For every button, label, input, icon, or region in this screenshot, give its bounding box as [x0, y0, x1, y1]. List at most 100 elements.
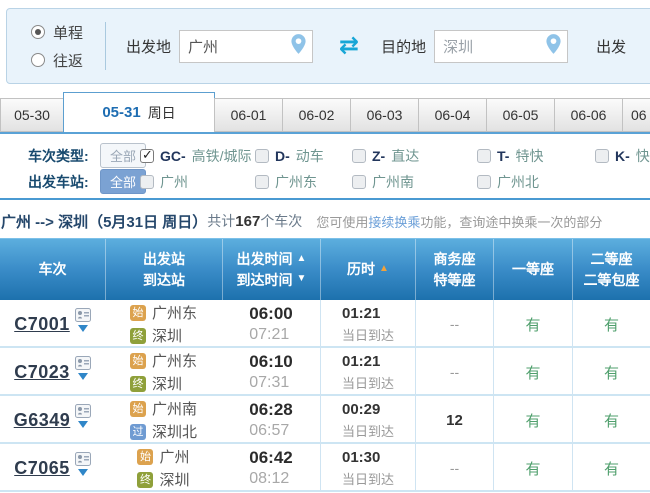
- col-duration-sort[interactable]: 历时 ▲: [320, 239, 415, 300]
- seat-info-icon[interactable]: [74, 451, 91, 466]
- sort-up-icon[interactable]: ▲: [379, 263, 389, 275]
- arrival-note: 当日到达: [341, 327, 394, 343]
- train-number-link[interactable]: C7065: [14, 457, 70, 478]
- result-summary: 广州 --> 深圳（5月31日 周日） 共计 167 个车次 您可使用接续换乘功…: [1, 212, 603, 231]
- origin-badge: 始: [129, 400, 146, 417]
- table-row: C7023 始广州东 终深圳 06:10 07:31 01:21 当日到达 -: [0, 348, 650, 396]
- departure-time: 06:10: [249, 352, 293, 371]
- business-seat-cell: 12: [415, 396, 493, 444]
- origin-station: 广州南: [151, 401, 197, 418]
- departure-time: 06:00: [249, 304, 293, 323]
- train-number-link[interactable]: C7023: [14, 361, 70, 382]
- duration-cell: 01:30 当日到达: [320, 444, 415, 492]
- col-stations: 出发站 到达站: [105, 239, 222, 300]
- time-cell: 06:28 06:57: [222, 396, 320, 444]
- arrival-note: 当日到达: [341, 471, 394, 487]
- station-cell: 始广州南 过深圳北: [105, 396, 222, 444]
- from-city-input[interactable]: 广州: [179, 29, 314, 63]
- train-number-link[interactable]: C7001: [14, 313, 70, 334]
- round-trip-radio[interactable]: [31, 53, 45, 67]
- station-cell: 始广州 终深圳: [105, 444, 222, 492]
- seat-info-icon[interactable]: [75, 403, 92, 418]
- one-way-radio[interactable]: [31, 25, 45, 39]
- expand-arrow-icon[interactable]: [77, 324, 88, 337]
- date-tab-06-04[interactable]: 06-04: [418, 98, 487, 132]
- train-cell: G6349: [0, 396, 105, 444]
- date-tab-06-01[interactable]: 06-01: [214, 98, 283, 132]
- origin-station: 广州东: [151, 353, 197, 370]
- k-checkbox[interactable]: [595, 149, 609, 163]
- filter-option-guangzhou-north[interactable]: 广州北: [477, 172, 539, 192]
- train-type-all-button[interactable]: 全部: [100, 143, 147, 168]
- d-checkbox[interactable]: [255, 149, 269, 163]
- arrival-time: 08:12: [249, 470, 290, 487]
- second-class-cell: 有: [572, 396, 650, 444]
- date-tab-05-30[interactable]: 05-30: [0, 98, 64, 132]
- to-label: 目的地: [381, 38, 427, 56]
- weekday-label: 周日: [147, 104, 176, 121]
- first-class-cell: 有: [493, 396, 572, 444]
- duration: 01:30: [341, 448, 381, 466]
- business-seat-cell: --: [415, 300, 493, 348]
- to-city-input[interactable]: 深圳: [434, 29, 569, 63]
- filter-option-z[interactable]: Z- 直达: [352, 146, 419, 166]
- filter-option-k[interactable]: K-快速: [595, 146, 650, 166]
- filter-option-d[interactable]: D- 动车: [255, 146, 324, 166]
- filter-option-gc[interactable]: GC-高铁/城际: [140, 146, 252, 166]
- expand-arrow-icon[interactable]: [78, 420, 89, 433]
- station-cell: 始广州东 终深圳: [105, 300, 222, 348]
- guangzhou-north-checkbox[interactable]: [477, 175, 491, 189]
- col-business-seat: 商务座 特等座: [415, 239, 493, 300]
- train-number-link[interactable]: G6349: [13, 409, 71, 430]
- seat-info-icon[interactable]: [74, 307, 91, 322]
- train-results-table: 车次 出发站 到达站 出发时间 ▲ 到达时间 ▼ 历时 ▲ 商务座 特等座 一等座 二…: [0, 238, 650, 492]
- transfer-link[interactable]: 接续换乘: [368, 214, 421, 230]
- col-train-number: 车次: [38, 261, 67, 278]
- destination-station: 深圳: [151, 376, 182, 393]
- sort-down-icon[interactable]: ▼: [296, 273, 307, 285]
- date-tab-06-02[interactable]: 06-02: [282, 98, 351, 132]
- expand-arrow-icon[interactable]: [77, 468, 88, 481]
- guangzhou-south-checkbox[interactable]: [352, 175, 366, 189]
- table-row: G6349 始广州南 过深圳北 06:28 06:57 00:29 当日到达: [0, 396, 650, 444]
- filter-option-guangzhou[interactable]: 广州: [140, 172, 188, 192]
- date-tab-06-06[interactable]: 06-06: [554, 98, 623, 132]
- date-tab-06-05[interactable]: 06-05: [486, 98, 555, 132]
- panel-divider: [105, 22, 107, 70]
- seat-info-icon[interactable]: [74, 355, 91, 370]
- duration-cell: 01:21 当日到达: [320, 300, 415, 348]
- departure-time: 06:42: [249, 448, 293, 467]
- col-times-sort[interactable]: 出发时间 ▲ 到达时间 ▼: [222, 239, 320, 300]
- table-row: C7001 始广州东 终深圳 06:00 07:21 01:21 当日到达 -: [0, 300, 650, 348]
- z-checkbox[interactable]: [352, 149, 366, 163]
- guangzhou-east-checkbox[interactable]: [255, 175, 269, 189]
- gc-checkbox[interactable]: [140, 147, 154, 163]
- search-panel: 单程 往返 出发地 广州 ⇄ 目的地 深圳 出发: [6, 8, 650, 84]
- one-way-radio-option[interactable]: 单程: [31, 22, 83, 43]
- origin-station: 广州东: [151, 305, 197, 322]
- guangzhou-checkbox[interactable]: [140, 175, 154, 189]
- first-class-cell: 有: [493, 348, 572, 396]
- round-trip-label: 往返: [53, 52, 84, 70]
- to-city-value: 深圳: [443, 38, 474, 56]
- train-cell: C7023: [0, 348, 105, 396]
- filter-option-guangzhou-east[interactable]: 广州东: [255, 172, 317, 192]
- expand-arrow-icon[interactable]: [77, 372, 88, 385]
- t-checkbox[interactable]: [477, 149, 491, 163]
- time-cell: 06:10 07:31: [222, 348, 320, 396]
- sort-up-icon[interactable]: ▲: [296, 253, 307, 265]
- train-cell: C7065: [0, 444, 105, 492]
- swap-cities-icon[interactable]: ⇄: [339, 32, 360, 59]
- round-trip-radio-option[interactable]: 往返: [31, 50, 83, 71]
- filter-option-guangzhou-south[interactable]: 广州南: [352, 172, 414, 192]
- date-tab-next-partial[interactable]: 06: [622, 98, 650, 132]
- depart-station-all-button[interactable]: 全部: [100, 169, 147, 194]
- destination-station: 深圳: [159, 472, 190, 489]
- filter-option-t[interactable]: T- 特快: [477, 146, 543, 166]
- train-cell: C7001: [0, 300, 105, 348]
- second-class-cell: 有: [572, 300, 650, 348]
- origin-badge: 始: [129, 304, 146, 321]
- date-tab-06-03[interactable]: 06-03: [350, 98, 419, 132]
- date-tab-05-31[interactable]: 05-31 周日: [63, 92, 215, 132]
- one-way-label: 单程: [53, 24, 84, 42]
